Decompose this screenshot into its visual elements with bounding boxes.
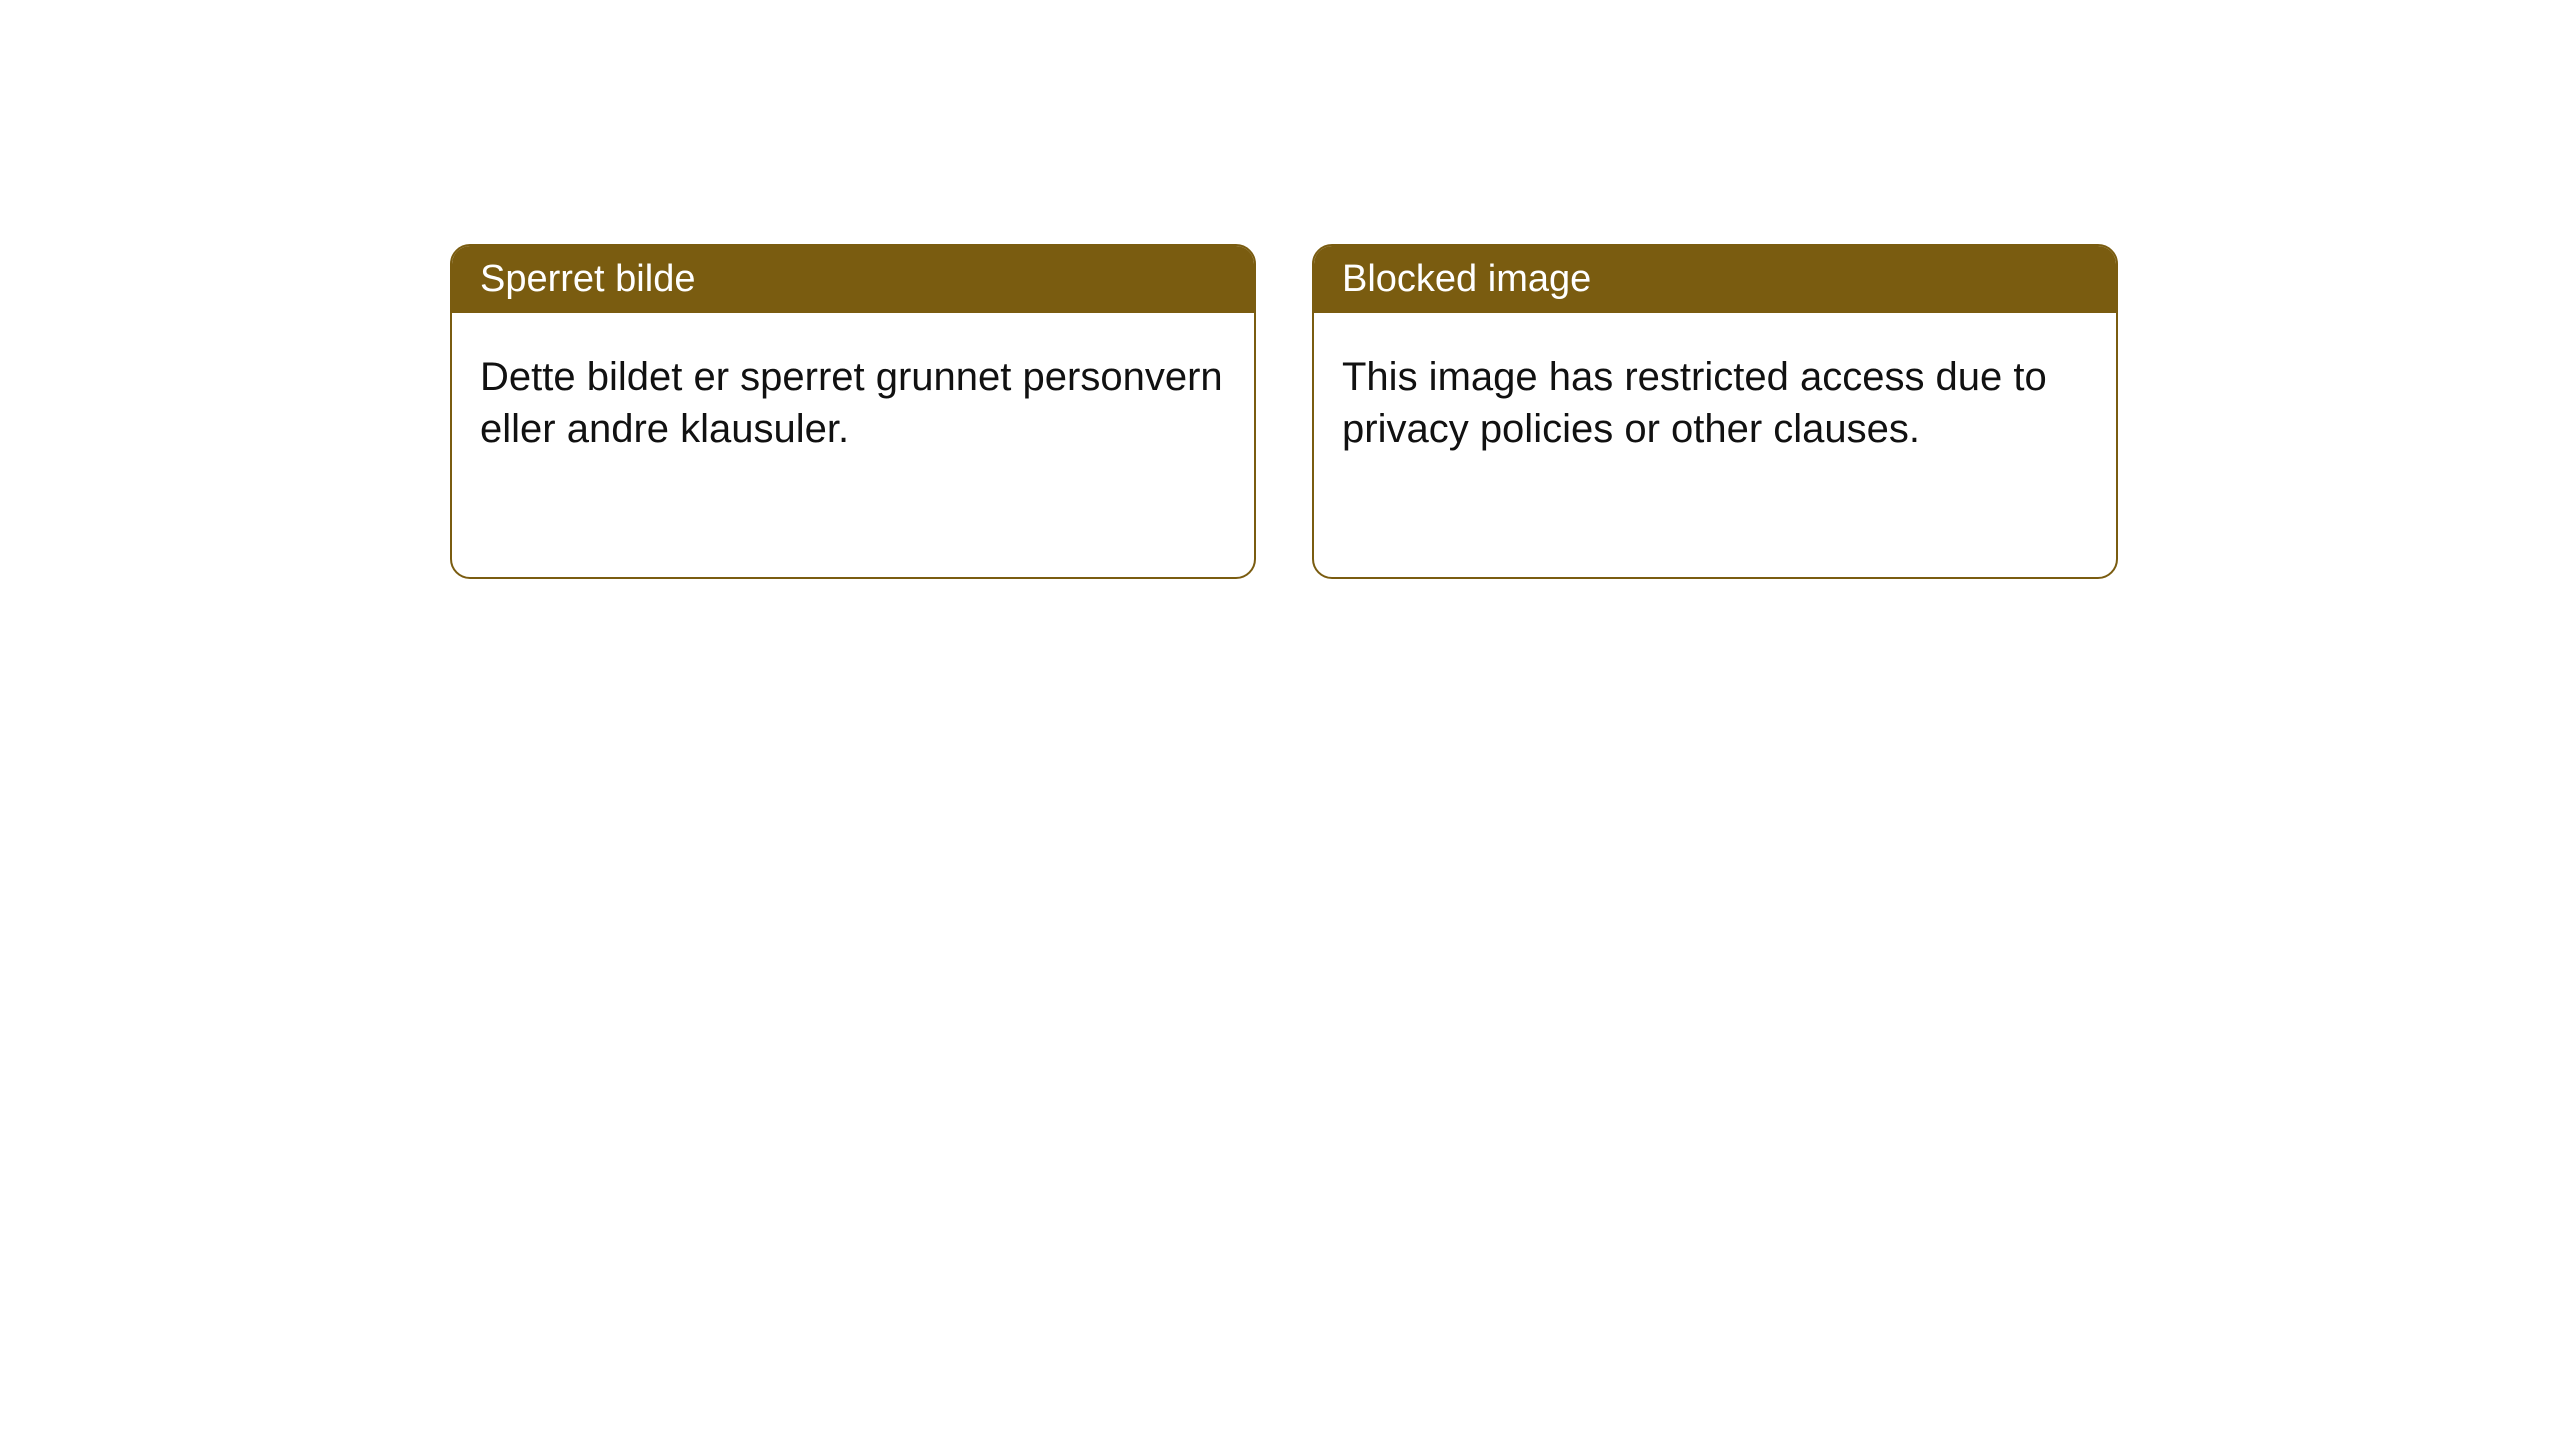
card-title: Blocked image [1342, 258, 1591, 300]
card-title: Sperret bilde [480, 258, 695, 300]
card-body: Dette bildet er sperret grunnet personve… [452, 313, 1254, 493]
card-header: Sperret bilde [452, 246, 1254, 313]
blocked-image-card-en: Blocked image This image has restricted … [1312, 244, 2118, 579]
blocked-image-card-no: Sperret bilde Dette bildet er sperret gr… [450, 244, 1256, 579]
card-body: This image has restricted access due to … [1314, 313, 2116, 493]
card-body-text: Dette bildet er sperret grunnet personve… [480, 355, 1223, 451]
card-body-text: This image has restricted access due to … [1342, 355, 2047, 451]
card-header: Blocked image [1314, 246, 2116, 313]
cards-container: Sperret bilde Dette bildet er sperret gr… [0, 0, 2560, 579]
